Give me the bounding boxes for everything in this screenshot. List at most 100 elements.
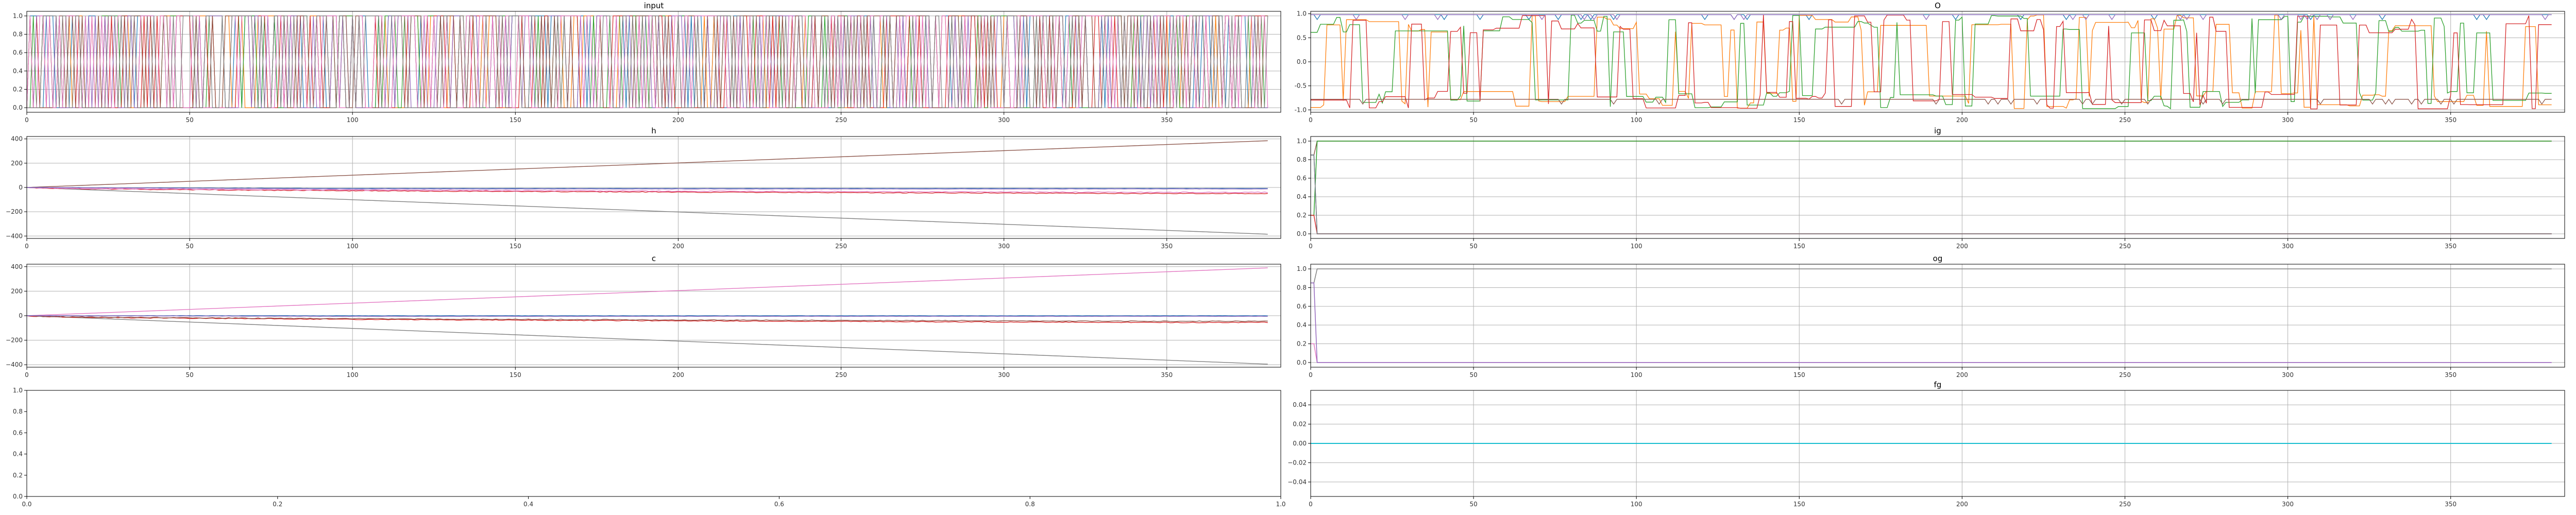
og-ytick-label-2: 0.4: [1297, 321, 1307, 329]
fg-frame: [1310, 390, 2565, 497]
ig-xtick-label-4: 200: [1956, 243, 1968, 250]
c-xtick-label-2: 100: [347, 371, 359, 379]
input-ytick-label-0: 0.0: [13, 104, 23, 111]
ig-ytick-label-2: 0.4: [1297, 193, 1307, 200]
fg-xtick-label-7: 350: [2445, 501, 2456, 508]
og-xtick-label-1: 50: [1469, 371, 1477, 379]
ig-xtick-label-7: 350: [2445, 243, 2456, 250]
o-xtick-label-2: 100: [1631, 116, 1642, 124]
c-series-5: [27, 315, 1268, 317]
fg-ytick-label-4: 0.04: [1293, 401, 1307, 408]
o-ytick-label-0: -1.0: [1295, 106, 1307, 113]
c-xtick-label-3: 150: [510, 371, 521, 379]
og-series-2: [1311, 282, 2552, 363]
empty-xtick-label-0: 0.0: [22, 501, 31, 508]
c-series-0: [27, 267, 1268, 316]
c-series-1: [27, 315, 1268, 365]
og-ytick-label-3: 0.6: [1297, 303, 1307, 310]
h-ytick-label-0: −400: [6, 232, 23, 239]
o-series-group: [1311, 14, 2552, 110]
c-ytick-label-3: 200: [11, 287, 23, 295]
empty-ytick-label-3: 0.6: [13, 429, 23, 436]
ig-series-0: [1311, 141, 2552, 156]
subplot-og: 0 50 100 150 200 250 300 350 0.0 0.2 0.4 0.6 0.8 1.0 o…: [1297, 254, 2565, 379]
c-ytick-label-0: −400: [6, 361, 23, 368]
h-series-1: [27, 187, 1268, 235]
empty-ytick-label-2: 0.4: [13, 451, 23, 458]
fg-xtick-label-2: 100: [1631, 501, 1642, 508]
h-xtick-label-6: 300: [998, 243, 1010, 250]
ig-title: ig: [1934, 126, 1941, 135]
subplot-empty: 0.0 0.2 0.4 0.6 0.8 1.0 0.0 0.2 0.4 0.6 0.8 1.0: [13, 387, 1286, 508]
c-frame: [26, 264, 1281, 368]
input-series-7: [27, 15, 1268, 108]
ig-ytick-label-5: 1.0: [1297, 138, 1307, 145]
subplot-c: 0 50 100 150 200 250 300 350 −400 −200 0 200 400 c: [6, 254, 1281, 379]
input-ytick-label-2: 0.4: [13, 67, 23, 75]
subplot-h: 0 50 100 150 200 250 300 350 −400 −200 0 200 400 h: [6, 126, 1281, 250]
c-xtick-label-7: 350: [1161, 371, 1173, 379]
o-frame: [1310, 11, 2565, 113]
ig-xtick-label-3: 150: [1793, 243, 1805, 250]
input-xtick-label-4: 200: [672, 116, 684, 124]
og-series-group: [1311, 268, 2552, 363]
h-xtick-label-3: 150: [510, 243, 521, 250]
fg-ytick-label-3: 0.02: [1293, 421, 1307, 428]
empty-xtick-label-2: 0.4: [523, 501, 533, 508]
h-ytick-label-3: 200: [11, 160, 23, 167]
og-ytick-label-0: 0.0: [1297, 359, 1307, 366]
og-frame: [1310, 264, 2565, 368]
fg-xtick-label-1: 50: [1469, 501, 1477, 508]
c-ytick-label-1: −200: [6, 337, 23, 344]
o-series-2: [1311, 14, 2552, 110]
input-frame: [26, 11, 1281, 113]
empty-ytick-label-4: 0.8: [13, 408, 23, 415]
c-series-2: [27, 315, 1268, 323]
ig-ytick-label-1: 0.2: [1297, 212, 1307, 219]
ig-xtick-label-2: 100: [1631, 243, 1642, 250]
input-ytick-label-5: 1.0: [13, 12, 23, 20]
fg-xtick-label-6: 300: [2282, 501, 2294, 508]
ig-xtick-label-6: 300: [2282, 243, 2294, 250]
c-xtick-label-0: 0: [25, 371, 29, 379]
empty-xtick-label-1: 0.2: [273, 501, 282, 508]
o-series-4: [1311, 14, 2552, 21]
og-xtick-label-2: 100: [1631, 371, 1642, 379]
o-ytick-label-4: 1.0: [1297, 10, 1307, 18]
input-ytick-label-3: 0.6: [13, 49, 23, 56]
input-xtick-label-5: 250: [835, 116, 847, 124]
o-xtick-label-3: 150: [1793, 116, 1805, 124]
ig-xtick-label-5: 250: [2119, 243, 2131, 250]
h-xtick-label-4: 200: [672, 243, 684, 250]
h-frame: [26, 136, 1281, 239]
ig-ytick-label-4: 0.8: [1297, 156, 1307, 163]
subplot-input: 0 50 100 150 200 250 300 350 0.0 0.2 0.4 0.6 0.8 1.0 i…: [13, 1, 1281, 124]
input-xtick-label-6: 300: [998, 116, 1010, 124]
og-xtick-label-7: 350: [2445, 371, 2456, 379]
h-ytick-label-4: 400: [11, 135, 23, 143]
o-ytick-label-1: -0.5: [1295, 82, 1307, 90]
h-series-4: [27, 187, 1268, 189]
input-xtick-label-1: 50: [185, 116, 193, 124]
og-series-0: [1311, 268, 2552, 284]
o-xtick-label-7: 350: [2445, 116, 2456, 124]
empty-xtick-label-5: 1.0: [1276, 501, 1285, 508]
og-xtick-label-0: 0: [1309, 371, 1313, 379]
fg-ytick-label-1: −0.02: [1287, 459, 1307, 466]
ig-xtick-label-1: 50: [1469, 243, 1477, 250]
o-xtick-label-6: 300: [2282, 116, 2294, 124]
o-xtick-label-0: 0: [1309, 116, 1313, 124]
fg-ytick-label-2: 0.00: [1293, 440, 1307, 447]
subplot-ig: 0 50 100 150 200 250 300 350 0.0 0.2 0.4 0.6 0.8 1.0 i…: [1297, 126, 2565, 250]
empty-xtick-label-3: 0.6: [774, 501, 784, 508]
h-xtick-label-0: 0: [25, 243, 29, 250]
fg-xtick-label-3: 150: [1793, 501, 1805, 508]
c-xtick-label-4: 200: [672, 371, 684, 379]
og-ytick-label-4: 0.8: [1297, 284, 1307, 291]
ig-series-3: [1311, 215, 2552, 234]
o-series-0: [1311, 14, 2552, 21]
fg-ytick-label-0: −0.04: [1287, 478, 1307, 486]
fg-xtick-label-4: 200: [1956, 501, 1968, 508]
c-xtick-label-6: 300: [998, 371, 1010, 379]
